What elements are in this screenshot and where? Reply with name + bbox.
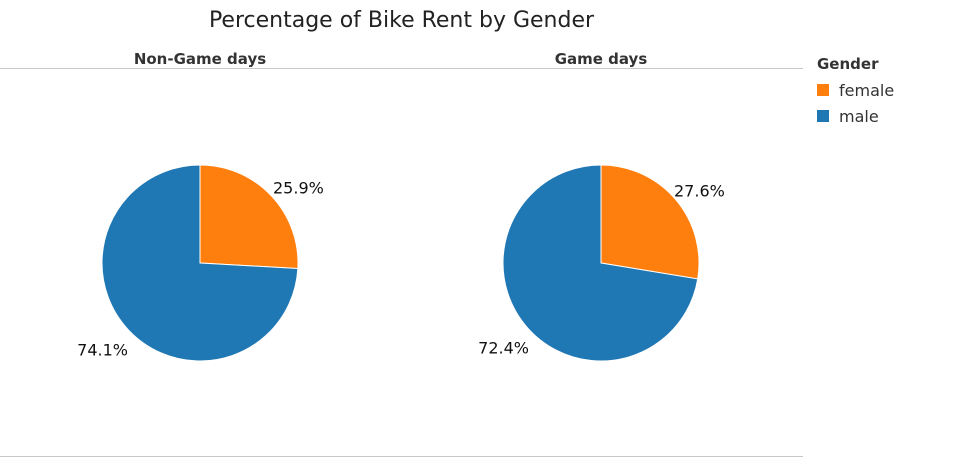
pie-slice-male[interactable]: [502, 164, 699, 362]
chart-bottom-divider: [0, 456, 803, 457]
pie-charts: 25.9% 74.1% 27.6% 72.4%: [77, 164, 725, 362]
panel-header-divider: [0, 68, 803, 69]
data-label-male: 72.4%: [478, 339, 529, 358]
data-label-male: 74.1%: [77, 341, 128, 360]
data-label-female: 27.6%: [674, 182, 725, 201]
panel-header-game-days: Game days: [554, 50, 648, 68]
pie-non-game-days: 25.9% 74.1%: [77, 164, 324, 362]
pie-slice-male[interactable]: [101, 164, 299, 362]
legend-label-male: male: [839, 106, 879, 126]
legend-label-female: female: [839, 80, 895, 100]
legend-swatch-male: [817, 110, 829, 122]
legend: Gender female male: [817, 55, 947, 129]
data-label-female: 25.9%: [273, 179, 324, 198]
legend-title: Gender: [817, 55, 879, 73]
pie-slice-female[interactable]: [199, 164, 299, 270]
legend-item-female[interactable]: female: [817, 77, 947, 103]
pie-slice-female[interactable]: [600, 164, 700, 280]
pie-game-days: 27.6% 72.4%: [478, 164, 725, 362]
legend-swatch-female: [817, 84, 829, 96]
chart-title: Percentage of Bike Rent by Gender: [208, 8, 595, 33]
legend-item-male[interactable]: male: [817, 103, 947, 129]
panel-header-non-game-days: Non-Game days: [133, 50, 267, 68]
